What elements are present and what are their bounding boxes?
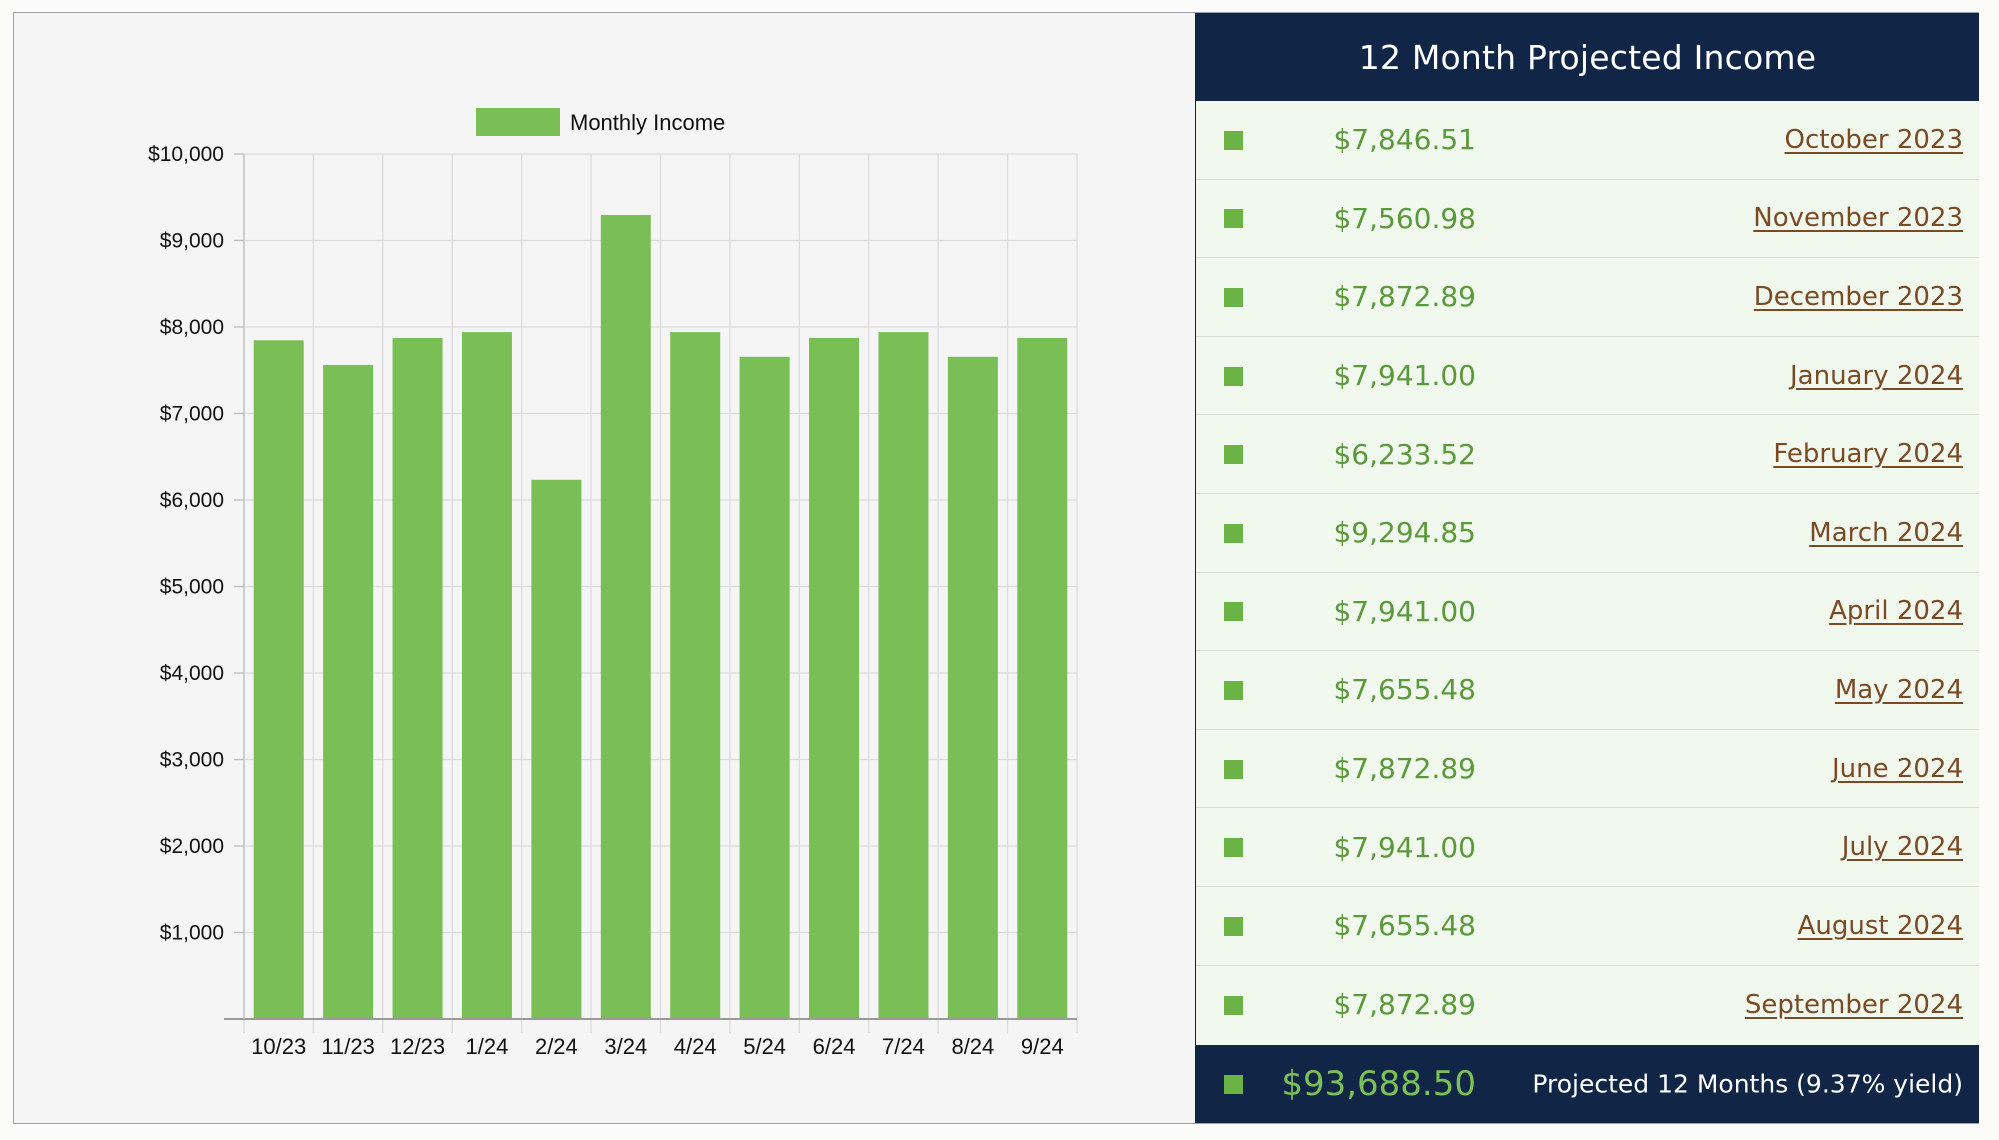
income-amount: $7,941.00 (1333, 359, 1476, 393)
bar-4-24 (670, 332, 721, 1019)
income-amount: $7,655.48 (1333, 673, 1476, 707)
marker-square-icon (1224, 602, 1243, 622)
x-tick-label: 8/24 (951, 1034, 994, 1059)
dashboard-frame: $1,000 $2,000 $3,000 $4,000 $5,000 $6,000 $7,0… (13, 12, 1979, 1124)
total-marker-icon (1224, 1075, 1243, 1094)
y-tick-label: $7,000 (160, 403, 224, 426)
bar-5-24 (739, 356, 790, 1019)
month-link[interactable]: July 2024 (1841, 832, 1963, 863)
x-tick-label: 6/24 (813, 1034, 856, 1059)
income-amount: $7,872.89 (1333, 752, 1476, 786)
income-row: $7,872.89 September 2024 (1196, 966, 1979, 1045)
income-row: $7,872.89 June 2024 (1196, 730, 1979, 809)
income-row: $7,655.48 May 2024 (1196, 651, 1979, 730)
marker-square-icon (1224, 838, 1243, 858)
income-amount: $7,846.51 (1333, 123, 1476, 157)
x-tick-label: 5/24 (743, 1034, 786, 1059)
marker-square-icon (1224, 130, 1243, 150)
month-link[interactable]: August 2024 (1797, 910, 1963, 941)
month-link[interactable]: April 2024 (1829, 596, 1963, 627)
chart-axes: $1,000 $2,000 $3,000 $4,000 $5,000 $6,000 $7,0… (148, 143, 1077, 1059)
y-tick-label: $10,000 (148, 143, 224, 166)
income-row: $7,872.89 December 2023 (1196, 258, 1979, 337)
bar-12-23 (392, 337, 443, 1020)
bar-8-24 (947, 356, 998, 1019)
income-rows: $7,846.51 October 2023 $7,560.98 November 2… (1196, 101, 1979, 1044)
chart-legend: Monthly Income (476, 108, 725, 136)
y-tick-label: $1,000 (160, 922, 224, 945)
bar-9-24 (1017, 337, 1068, 1020)
marker-square-icon (1224, 445, 1243, 465)
income-amount: $7,941.00 (1333, 830, 1476, 864)
bar-6-24 (809, 337, 860, 1020)
bar-1-24 (461, 332, 512, 1019)
monthly-income-chart: $1,000 $2,000 $3,000 $4,000 $5,000 $6,000 $7,0… (14, 13, 1195, 1123)
x-tick-label: 10/23 (251, 1034, 306, 1059)
income-amount: $7,941.00 (1333, 594, 1476, 628)
x-tick-label: 4/24 (674, 1034, 717, 1059)
month-link[interactable]: September 2024 (1744, 989, 1963, 1020)
month-link[interactable]: February 2024 (1773, 439, 1963, 470)
y-tick-label: $9,000 (160, 230, 224, 253)
month-link[interactable]: March 2024 (1809, 517, 1963, 548)
marker-square-icon (1224, 287, 1243, 307)
y-tick-label: $5,000 (160, 576, 224, 599)
bar-7-24 (878, 332, 929, 1019)
income-row: $7,941.00 January 2024 (1196, 337, 1979, 416)
y-tick-label: $4,000 (160, 662, 224, 685)
x-tick-label: 2/24 (535, 1034, 578, 1059)
projected-income-panel: 12 Month Projected Income $7,846.51 Octob… (1195, 13, 1979, 1123)
y-tick-label: $8,000 (160, 316, 224, 339)
marker-square-icon (1224, 759, 1243, 779)
income-row: $9,294.85 March 2024 (1196, 494, 1979, 573)
income-amount: $7,872.89 (1333, 280, 1476, 314)
x-tick-label: 1/24 (466, 1034, 509, 1059)
chart-canvas: $1,000 $2,000 $3,000 $4,000 $5,000 $6,000 $7,0… (148, 108, 1078, 1059)
x-tick-label: 7/24 (882, 1034, 925, 1059)
month-link[interactable]: May 2024 (1834, 674, 1963, 705)
y-tick-label: $6,000 (160, 489, 224, 512)
month-link[interactable]: December 2023 (1753, 281, 1963, 312)
month-link[interactable]: November 2023 (1753, 203, 1963, 234)
income-row: $7,846.51 October 2023 (1196, 101, 1979, 180)
marker-square-icon (1224, 680, 1243, 700)
bar-11-23 (323, 364, 374, 1019)
legend-label: Monthly Income (570, 110, 725, 135)
total-amount: $93,688.50 (1281, 1064, 1476, 1104)
bar-2-24 (531, 479, 582, 1019)
month-link[interactable]: October 2023 (1784, 124, 1963, 155)
x-tick-label: 9/24 (1021, 1034, 1064, 1059)
income-row: $7,941.00 April 2024 (1196, 573, 1979, 652)
x-tick-label: 11/23 (321, 1034, 374, 1059)
income-amount: $7,560.98 (1333, 201, 1476, 235)
bar-10-23 (253, 340, 304, 1020)
y-tick-label: $3,000 (160, 749, 224, 772)
marker-square-icon (1224, 995, 1243, 1015)
marker-square-icon (1224, 916, 1243, 936)
total-row: $93,688.50 Projected 12 Months (9.37% yi… (1196, 1045, 1979, 1123)
marker-square-icon (1224, 523, 1243, 543)
total-label: Projected 12 Months (9.37% yield) (1532, 1069, 1963, 1099)
bar-3-24 (600, 214, 651, 1019)
income-amount: $6,233.52 (1333, 437, 1476, 471)
income-amount: $7,655.48 (1333, 909, 1476, 943)
income-amount: $7,872.89 (1333, 988, 1476, 1022)
marker-square-icon (1224, 366, 1243, 386)
y-tick-label: $2,000 (160, 835, 224, 858)
chart-bars (253, 214, 1068, 1020)
chart-grid (234, 153, 1078, 1033)
income-row: $7,560.98 November 2023 (1196, 180, 1979, 259)
income-row: $6,233.52 February 2024 (1196, 415, 1979, 494)
x-tick-label: 3/24 (604, 1034, 647, 1059)
legend-swatch (476, 108, 560, 136)
panel-title: 12 Month Projected Income (1196, 13, 1979, 101)
x-tick-label: 12/23 (390, 1034, 445, 1059)
income-amount: $9,294.85 (1333, 516, 1476, 550)
marker-square-icon (1224, 209, 1243, 229)
month-link[interactable]: January 2024 (1790, 360, 1963, 391)
income-row: $7,655.48 August 2024 (1196, 887, 1979, 966)
income-row: $7,941.00 July 2024 (1196, 808, 1979, 887)
month-link[interactable]: June 2024 (1831, 753, 1963, 784)
